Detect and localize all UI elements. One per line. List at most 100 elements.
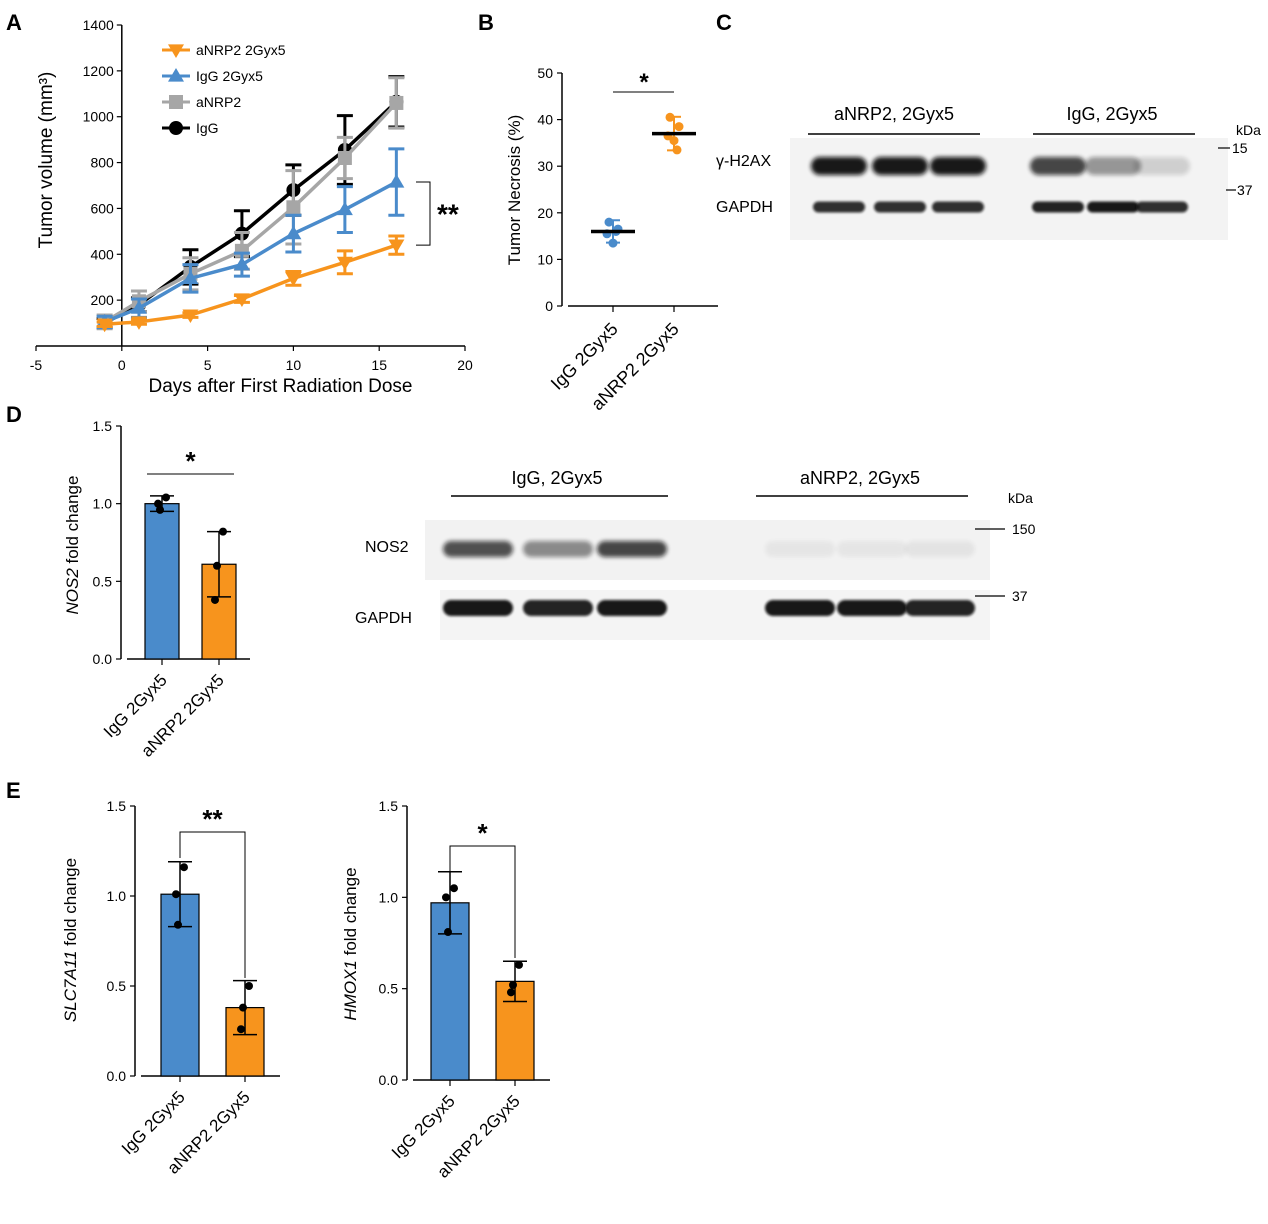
a-point: [182, 270, 199, 284]
e1-data-point: [239, 1003, 247, 1012]
blot-d-kda-label: kDa: [1008, 490, 1033, 506]
a-point: [233, 293, 250, 307]
e2-data-point: [450, 884, 458, 893]
a-legend-label: IgG: [196, 120, 219, 136]
d-band-gapdh: [523, 600, 593, 616]
e1-data-point: [172, 890, 180, 899]
e1-x-tick-label: IgG 2Gyx5: [118, 1087, 189, 1158]
d-y-axis-title: NOS2 fold change: [63, 476, 82, 615]
panel-letter-d: D: [6, 402, 22, 427]
a-point: [233, 256, 250, 271]
b-data-point: [672, 145, 682, 155]
e2-significance-label: *: [477, 818, 488, 848]
e1-data-point: [245, 982, 253, 990]
a-point: [285, 272, 302, 287]
e1-y-tick-label: 0.0: [107, 1068, 127, 1084]
e1-y-axis-title-gene: SLC7A11: [61, 951, 80, 1023]
panel-letter-c: C: [716, 10, 732, 35]
a-point: [389, 95, 404, 110]
b-significance-label: *: [639, 69, 649, 96]
d-y-tick-label: 0.0: [93, 651, 113, 667]
a-significance-label: **: [437, 199, 459, 230]
d-data-point: [156, 505, 164, 514]
e2-y-axis-title-gene: HMOX1: [341, 960, 360, 1020]
b-y-tick-label: 40: [537, 112, 553, 128]
e2-data-point: [444, 928, 452, 937]
a-point: [336, 201, 353, 216]
a-point: [286, 200, 301, 215]
e1-significance-bracket: [179, 831, 246, 978]
a-legend-swatch-marker: [168, 68, 184, 82]
b-data-point: [669, 136, 679, 146]
b-y-tick-label: 10: [537, 251, 553, 267]
d-data-point: [213, 561, 221, 570]
blot-d-marker-37: 37: [1012, 588, 1028, 604]
a-legend-label: aNRP2 2Gyx5: [196, 42, 286, 58]
d-band-gapdh: [443, 600, 513, 616]
b-y-tick-label: 50: [537, 65, 553, 81]
d-band-gapdh: [837, 600, 907, 616]
blot-d-row-gapdh: GAPDH: [355, 610, 412, 627]
c-band-gapdh: [1087, 201, 1139, 213]
a-point: [337, 150, 352, 165]
panel-letter-e: E: [6, 778, 21, 803]
e1-significance-label: **: [202, 804, 223, 834]
a-y-tick-label: 200: [90, 292, 114, 308]
blot-c-marker-37: 37: [1237, 182, 1253, 198]
d-y-axis-title-gene: NOS2: [63, 568, 82, 615]
e2-y-tick-label: 0.5: [379, 981, 399, 997]
e2-data-point: [515, 960, 523, 969]
e1-y-axis-title: SLC7A11 fold change: [61, 858, 80, 1022]
b-data-point: [608, 238, 618, 248]
a-x-tick-label: -5: [30, 357, 43, 373]
e2-x-tick-label: IgG 2Gyx5: [388, 1091, 459, 1162]
e2-significance-bracket: [449, 845, 516, 958]
d-band-nos2: [765, 541, 835, 557]
e2-data-point: [442, 893, 450, 902]
e2-y-tick-label: 1.5: [379, 798, 399, 814]
d-band-nos2: [837, 541, 907, 557]
e2-y-tick-label: 0.0: [379, 1072, 399, 1088]
d-y-tick-label: 1.0: [93, 496, 113, 512]
a-x-tick-label: 10: [286, 357, 302, 373]
blot-d-group-left-label: IgG, 2Gyx5: [511, 468, 602, 488]
e2-data-point: [507, 988, 515, 997]
d-significance-label: *: [185, 446, 196, 476]
blot-c-row-h2ax: γ-H2AX: [716, 153, 771, 170]
d-data-point: [211, 595, 219, 604]
a-y-tick-label: 600: [90, 200, 114, 216]
c-band-gapdh: [813, 201, 865, 213]
panel-letter-b: B: [478, 10, 494, 35]
a-point: [388, 174, 405, 188]
e2-y-axis-title-rest: fold change: [341, 867, 360, 960]
e1-y-axis-title-rest: fold change: [61, 858, 80, 951]
e1-data-point: [237, 1025, 245, 1034]
blot-d-row-nos2: NOS2: [365, 539, 409, 556]
d-data-point: [162, 493, 170, 502]
a-point: [336, 256, 353, 271]
b-data-point: [674, 122, 684, 132]
a-series-0: [96, 234, 405, 333]
blot-c-group-left-label: aNRP2, 2Gyx5: [834, 104, 954, 124]
b-y-tick-label: 20: [537, 205, 553, 221]
d-data-point: [154, 499, 162, 508]
a-legend-swatch-marker: [169, 121, 183, 135]
a-legend-label: IgG 2Gyx5: [196, 68, 263, 84]
western-blot-d: IgG, 2Gyx5 aNRP2, 2Gyx5 kDa 150 37 NOS2 …: [355, 468, 1036, 640]
a-legend-swatch-marker: [168, 44, 184, 58]
a-x-tick-label: 20: [457, 357, 473, 373]
a-x-tick-label: 0: [118, 357, 126, 373]
d-band-nos2: [597, 541, 667, 557]
a-point: [130, 300, 147, 314]
b-y-axis-title: Tumor Necrosis (%): [505, 115, 524, 266]
blot-c-row-gapdh: GAPDH: [716, 199, 773, 216]
panel-letter-a: A: [6, 10, 22, 35]
a-x-tick-label: 15: [371, 357, 387, 373]
c-band-h2ax: [872, 157, 928, 175]
blot-c-kda-label: kDa: [1236, 122, 1261, 138]
c-band-h2ax: [1134, 157, 1190, 175]
a-point: [130, 316, 147, 330]
c-band-h2ax: [1085, 157, 1141, 175]
